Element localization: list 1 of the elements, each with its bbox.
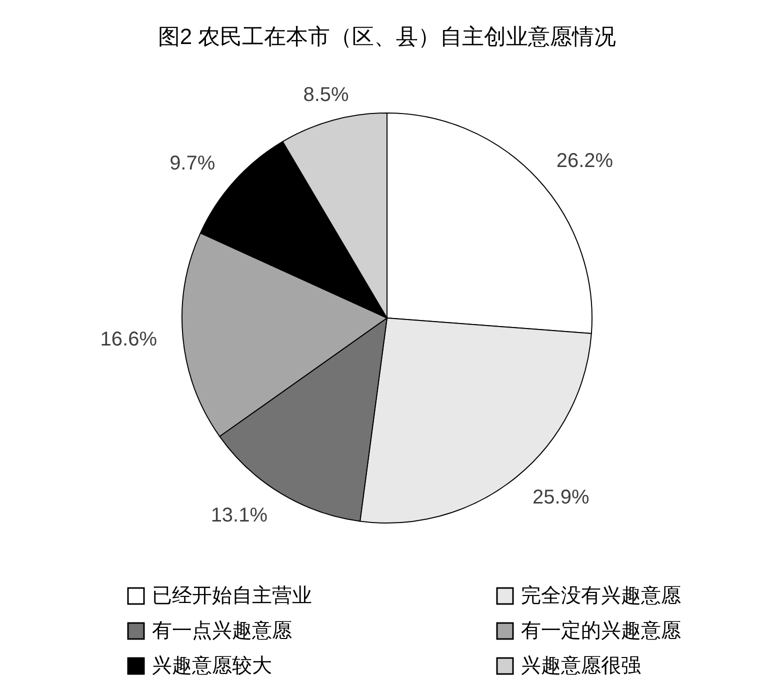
title: 图2 农民工在本市（区、县）自主创业意愿情况 xyxy=(158,24,616,49)
